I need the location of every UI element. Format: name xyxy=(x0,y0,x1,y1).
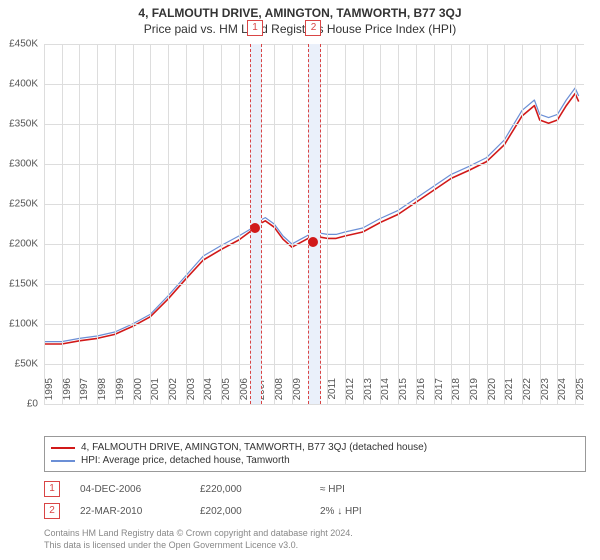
grid-line xyxy=(79,44,80,404)
legend-label: HPI: Average price, detached house, Tamw… xyxy=(81,455,290,466)
legend-item: 4, FALMOUTH DRIVE, AMINGTON, TAMWORTH, B… xyxy=(51,441,579,454)
sales-row-marker: 1 xyxy=(44,481,60,497)
legend-item: HPI: Average price, detached house, Tamw… xyxy=(51,454,579,467)
footnote: Contains HM Land Registry data © Crown c… xyxy=(44,528,584,551)
legend-swatch xyxy=(51,447,75,449)
x-axis-label: 1998 xyxy=(97,378,108,408)
grid-line xyxy=(575,44,576,404)
grid-line xyxy=(434,44,435,404)
x-axis-label: 2017 xyxy=(434,378,445,408)
y-axis-label: £50K xyxy=(0,359,38,370)
x-axis-label: 2001 xyxy=(150,378,161,408)
grid-line xyxy=(186,44,187,404)
page-title: 4, FALMOUTH DRIVE, AMINGTON, TAMWORTH, B… xyxy=(0,0,600,20)
y-axis-label: £300K xyxy=(0,159,38,170)
x-axis-label: 2021 xyxy=(504,378,515,408)
x-axis-label: 2005 xyxy=(221,378,232,408)
grid-line xyxy=(327,44,328,404)
footnote-line: Contains HM Land Registry data © Crown c… xyxy=(44,528,584,540)
x-axis-label: 1996 xyxy=(62,378,73,408)
x-axis-label: 2022 xyxy=(522,378,533,408)
page-subtitle: Price paid vs. HM Land Registry's House … xyxy=(0,20,600,40)
sales-row: 1 04-DEC-2006 £220,000 ≈ HPI xyxy=(44,478,584,500)
grid-line xyxy=(522,44,523,404)
x-axis-label: 2006 xyxy=(239,378,250,408)
footnote-line: This data is licensed under the Open Gov… xyxy=(44,540,584,552)
grid-line xyxy=(115,44,116,404)
x-axis-label: 2014 xyxy=(380,378,391,408)
grid-line xyxy=(133,44,134,404)
y-axis-label: £400K xyxy=(0,79,38,90)
x-axis-label: 2020 xyxy=(487,378,498,408)
grid-line xyxy=(380,44,381,404)
grid-line xyxy=(221,44,222,404)
sale-marker-number: 1 xyxy=(247,20,263,36)
x-axis-label: 2009 xyxy=(292,378,303,408)
sales-date: 22-MAR-2010 xyxy=(80,506,180,517)
grid-line xyxy=(557,44,558,404)
grid-line xyxy=(62,44,63,404)
sale-marker-band xyxy=(308,44,321,404)
chart-area: £0£50K£100K£150K£200K£250K£300K£350K£400… xyxy=(44,44,584,404)
x-axis-label: 2015 xyxy=(398,378,409,408)
grid-line xyxy=(363,44,364,404)
sale-marker-number: 2 xyxy=(305,20,321,36)
grid-line xyxy=(345,44,346,404)
sales-delta: ≈ HPI xyxy=(320,484,420,495)
sales-price: £220,000 xyxy=(200,484,300,495)
x-axis-label: 2003 xyxy=(186,378,197,408)
grid-line xyxy=(504,44,505,404)
sales-row-marker: 2 xyxy=(44,503,60,519)
grid-line xyxy=(540,44,541,404)
x-axis-label: 2002 xyxy=(168,378,179,408)
grid-line xyxy=(44,44,45,404)
sales-delta: 2% ↓ HPI xyxy=(320,506,420,517)
legend-swatch xyxy=(51,460,75,462)
sales-row: 2 22-MAR-2010 £202,000 2% ↓ HPI xyxy=(44,500,584,522)
grid-line xyxy=(239,44,240,404)
x-axis-label: 2012 xyxy=(345,378,356,408)
grid-line xyxy=(398,44,399,404)
grid-line xyxy=(150,44,151,404)
y-axis-label: £100K xyxy=(0,319,38,330)
chart-container: 4, FALMOUTH DRIVE, AMINGTON, TAMWORTH, B… xyxy=(0,0,600,560)
y-axis-label: £350K xyxy=(0,119,38,130)
legend-label: 4, FALMOUTH DRIVE, AMINGTON, TAMWORTH, B… xyxy=(81,442,427,453)
y-axis-label: £0 xyxy=(0,399,38,410)
grid-line xyxy=(416,44,417,404)
x-axis-label: 2004 xyxy=(203,378,214,408)
x-axis-label: 2013 xyxy=(363,378,374,408)
y-axis-label: £450K xyxy=(0,39,38,50)
grid-line xyxy=(274,44,275,404)
grid-line xyxy=(451,44,452,404)
x-axis-label: 2008 xyxy=(274,378,285,408)
x-axis-label: 2024 xyxy=(557,378,568,408)
x-axis-label: 1999 xyxy=(115,378,126,408)
y-axis-label: £150K xyxy=(0,279,38,290)
y-axis-label: £200K xyxy=(0,239,38,250)
grid-line xyxy=(203,44,204,404)
sales-price: £202,000 xyxy=(200,506,300,517)
x-axis-label: 2000 xyxy=(133,378,144,408)
sale-point xyxy=(308,237,318,247)
x-axis-label: 2023 xyxy=(540,378,551,408)
legend-box: 4, FALMOUTH DRIVE, AMINGTON, TAMWORTH, B… xyxy=(44,436,586,472)
x-axis-label: 2019 xyxy=(469,378,480,408)
x-axis-label: 2018 xyxy=(451,378,462,408)
x-axis-label: 2011 xyxy=(327,378,338,408)
grid-line xyxy=(97,44,98,404)
grid-line xyxy=(469,44,470,404)
y-axis-label: £250K xyxy=(0,199,38,210)
sale-point xyxy=(250,223,260,233)
grid-line xyxy=(292,44,293,404)
grid-line xyxy=(168,44,169,404)
x-axis-label: 1995 xyxy=(44,378,55,408)
grid-line xyxy=(487,44,488,404)
x-axis-label: 1997 xyxy=(79,378,90,408)
sales-table: 1 04-DEC-2006 £220,000 ≈ HPI 2 22-MAR-2010 £20… xyxy=(44,478,584,522)
x-axis-label: 2025 xyxy=(575,378,586,408)
sales-date: 04-DEC-2006 xyxy=(80,484,180,495)
footer-block: 4, FALMOUTH DRIVE, AMINGTON, TAMWORTH, B… xyxy=(44,436,584,551)
x-axis-label: 2016 xyxy=(416,378,427,408)
